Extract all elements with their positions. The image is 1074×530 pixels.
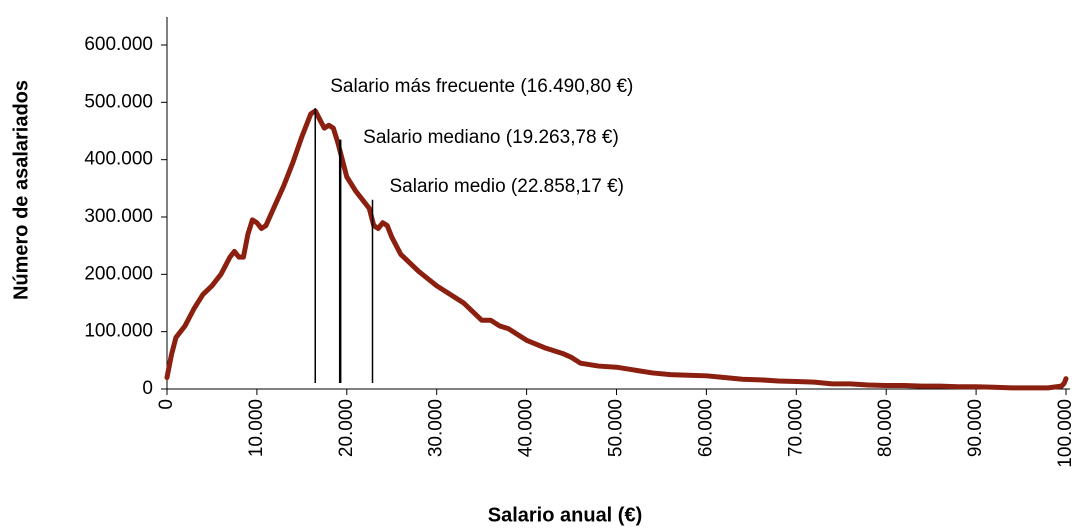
- y-tick-label: 100.000: [84, 321, 153, 342]
- y-tick-label: 200.000: [84, 263, 153, 284]
- x-tick-label: 100.000: [1055, 399, 1074, 468]
- y-tick-label: 0: [142, 378, 153, 399]
- x-axis-label: Salario anual (€): [488, 504, 643, 526]
- x-tick-label: 80.000: [875, 399, 896, 457]
- annotation-label: Salario mediano (19.263,78 €): [363, 127, 619, 148]
- x-tick-label: 90.000: [965, 399, 986, 457]
- y-tick-label: 300.000: [84, 206, 153, 227]
- y-axis-label: Número de asalariados: [10, 80, 32, 300]
- x-tick-label: 60.000: [695, 399, 716, 457]
- y-tick-label: 400.000: [84, 149, 153, 170]
- y-tick-label: 600.000: [84, 34, 153, 55]
- annotation-label: Salario más frecuente (16.490,80 €): [330, 76, 633, 97]
- x-tick-label: 30.000: [426, 399, 447, 457]
- y-tick-label: 500.000: [84, 91, 153, 112]
- x-tick-label: 40.000: [516, 399, 537, 457]
- data-line: [164, 108, 1069, 391]
- x-tick-label: 70.000: [785, 399, 806, 457]
- annotation-label: Salario medio (22.858,17 €): [389, 176, 623, 197]
- x-tick-label: 20.000: [336, 399, 357, 457]
- x-tick-label: 0: [156, 399, 177, 410]
- x-tick-label: 10.000: [246, 399, 267, 457]
- x-tick-label: 50.000: [606, 399, 627, 457]
